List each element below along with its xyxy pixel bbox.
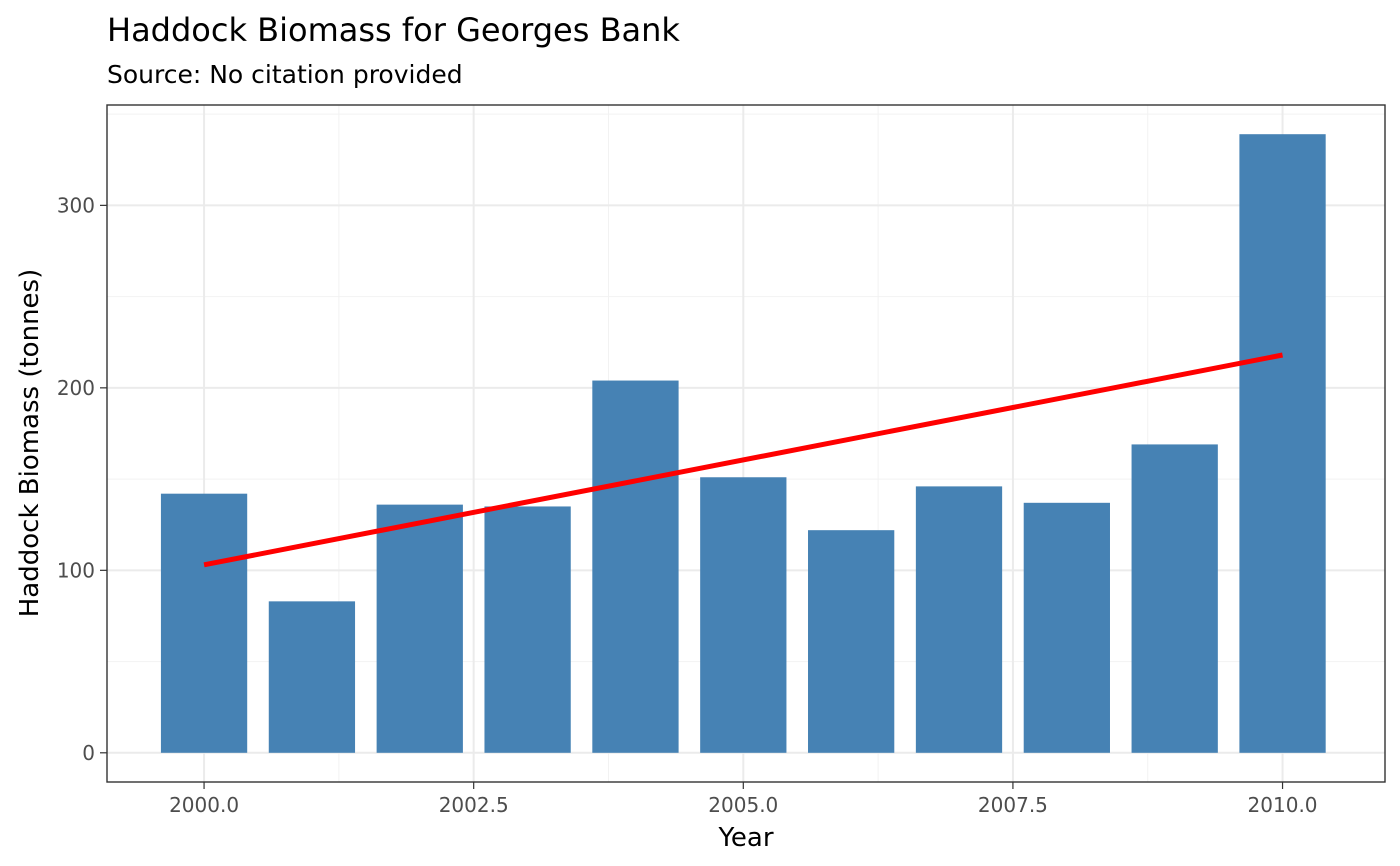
bar (808, 530, 895, 753)
bar (1131, 444, 1218, 753)
bar (1239, 134, 1326, 753)
plot-panel-border (106, 104, 1386, 783)
bar (160, 493, 248, 753)
axis-ticks: 2000.0 2002.5 2005.0 2007.5 2010.0 0 100 200 300 (57, 193, 1318, 817)
bar (915, 486, 1003, 753)
x-axis-title: Year (717, 823, 773, 853)
y-axis-title: Haddock Biomass (tonnes) (15, 269, 45, 618)
bar (700, 477, 787, 753)
x-tick-label: 2010.0 (1248, 793, 1318, 817)
trend-line (203, 352, 1284, 568)
trend-line-group (203, 352, 1284, 568)
x-tick-label: 2007.5 (978, 793, 1048, 817)
bar (484, 506, 571, 753)
chart-subtitle: Source: No citation provided (107, 60, 463, 89)
x-tick-label: 2002.5 (439, 793, 509, 817)
bar (268, 601, 356, 753)
x-tick-label: 2000.0 (169, 793, 239, 817)
x-tick-label: 2005.0 (708, 793, 778, 817)
y-tick-label: 100 (57, 558, 95, 582)
chart-title: Haddock Biomass for Georges Bank (107, 11, 680, 49)
y-tick-label: 200 (57, 376, 95, 400)
y-tick-label: 0 (82, 741, 95, 765)
bar (592, 380, 679, 753)
bars (160, 134, 1326, 753)
bar (376, 504, 463, 753)
y-tick-label: 300 (57, 193, 95, 217)
bar (1023, 502, 1110, 753)
